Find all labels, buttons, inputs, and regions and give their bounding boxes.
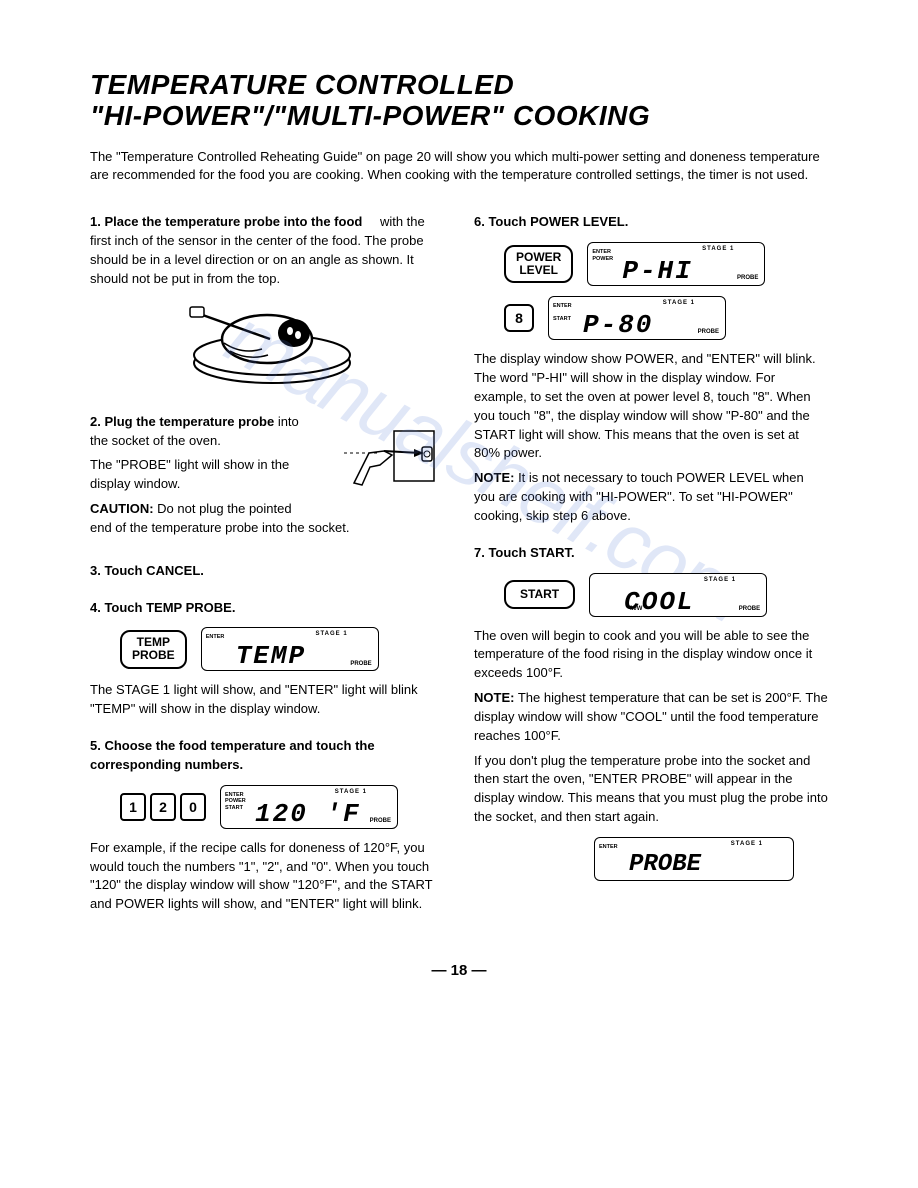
left-indicators: ENTER bbox=[206, 634, 225, 641]
step-4-body: The STAGE 1 light will show, and "ENTER"… bbox=[90, 681, 444, 719]
step-4: 4. Touch TEMP PROBE. TEMP PROBE STAGE 1 … bbox=[90, 599, 444, 720]
display-cool: STAGE 1 COOL M/W PROBE bbox=[589, 573, 767, 617]
probe-label: PROBE bbox=[737, 274, 758, 283]
step-5-head: 5. Choose the food temperature and touch… bbox=[90, 738, 375, 772]
left-indicators: ENTER bbox=[599, 844, 618, 851]
temp-probe-button: TEMP PROBE bbox=[120, 630, 187, 668]
roast-illustration bbox=[162, 295, 372, 395]
key-8: 8 bbox=[504, 304, 534, 332]
step-5-body: For example, if the recipe calls for don… bbox=[90, 839, 444, 914]
page-title: TEMPERATURE CONTROLLED "HI-POWER"/"MULTI… bbox=[90, 70, 828, 132]
note-label-7: NOTE: bbox=[474, 690, 514, 705]
step-6: 6. Touch POWER LEVEL. POWER LEVEL STAGE … bbox=[474, 213, 828, 525]
step-6-figure-a: POWER LEVEL STAGE 1 ENTER POWER P-HI PRO… bbox=[504, 242, 828, 286]
step-4-figure: TEMP PROBE STAGE 1 ENTER TEMP PROBE bbox=[120, 627, 444, 671]
key-0: 0 bbox=[180, 793, 206, 821]
step-6-body: The display window show POWER, and "ENTE… bbox=[474, 350, 828, 463]
temp-probe-l2: PROBE bbox=[132, 648, 175, 662]
mw-label: M/W bbox=[630, 605, 642, 614]
step-7-probe-display: STAGE 1 ENTER PROBE bbox=[594, 837, 828, 881]
step-1: 1. Place the temperature probe into the … bbox=[90, 213, 444, 394]
caution-label: CAUTION: bbox=[90, 501, 154, 516]
step-7-note: The highest temperature that can be set … bbox=[474, 690, 828, 743]
step-7-head: 7. Touch START. bbox=[474, 545, 575, 560]
display-120f: STAGE 1 ENTER POWER START 120 'F PROBE bbox=[220, 785, 398, 829]
left-indicators: ENTER START bbox=[553, 303, 572, 323]
probe-label: PROBE bbox=[370, 817, 391, 826]
step-1-head: 1. Place the temperature probe into the … bbox=[90, 214, 362, 229]
display-phi: STAGE 1 ENTER POWER P-HI PROBE bbox=[587, 242, 765, 286]
temp-probe-l1: TEMP bbox=[137, 635, 170, 649]
power-level-l2: LEVEL bbox=[519, 263, 558, 277]
step-7-body2: If you don't plug the temperature probe … bbox=[474, 752, 828, 827]
display-p80: STAGE 1 ENTER START P-80 PROBE bbox=[548, 296, 726, 340]
right-column: 6. Touch POWER LEVEL. POWER LEVEL STAGE … bbox=[474, 213, 828, 932]
step-5-figure: 1 2 0 STAGE 1 ENTER POWER START 120 'F P… bbox=[120, 785, 444, 829]
page-number: — 18 — bbox=[90, 962, 828, 979]
readout-probe: PROBE bbox=[629, 848, 787, 874]
note-label: NOTE: bbox=[474, 470, 514, 485]
key-1: 1 bbox=[120, 793, 146, 821]
display-probe: STAGE 1 ENTER PROBE bbox=[594, 837, 794, 881]
intro-paragraph: The "Temperature Controlled Reheating Gu… bbox=[90, 148, 828, 186]
left-indicators: ENTER POWER START bbox=[225, 792, 246, 812]
step-3: 3. Touch CANCEL. bbox=[90, 562, 444, 581]
left-indicators: ENTER POWER bbox=[592, 249, 613, 262]
step-4-head: 4. Touch TEMP PROBE. bbox=[90, 600, 235, 615]
title-line-1: TEMPERATURE CONTROLLED bbox=[90, 69, 514, 100]
step-7-body1: The oven will begin to cook and you will… bbox=[474, 627, 828, 684]
probe-label: PROBE bbox=[698, 328, 719, 337]
display-temp: STAGE 1 ENTER TEMP PROBE bbox=[201, 627, 379, 671]
plug-illustration bbox=[324, 413, 444, 503]
power-level-l1: POWER bbox=[516, 250, 561, 264]
step-2-head: 2. Plug the temperature probe bbox=[90, 414, 274, 429]
step-7-figure: START STAGE 1 COOL M/W PROBE bbox=[504, 573, 828, 617]
probe-label: PROBE bbox=[739, 605, 760, 614]
step-3-head: 3. Touch CANCEL. bbox=[90, 563, 204, 578]
left-column: 1. Place the temperature probe into the … bbox=[90, 213, 444, 932]
step-2: 2. Plug the temperature probe into the s… bbox=[90, 413, 444, 544]
step-6-note: It is not necessary to touch POWER LEVEL… bbox=[474, 470, 804, 523]
manual-page: manualshelf.com TEMPERATURE CONTROLLED "… bbox=[0, 0, 918, 1188]
title-line-2: "HI-POWER"/"MULTI-POWER" COOKING bbox=[90, 100, 650, 131]
start-button: START bbox=[504, 580, 575, 609]
step-7: 7. Touch START. START STAGE 1 COOL M/W P… bbox=[474, 544, 828, 881]
keypad-120: 1 2 0 bbox=[120, 793, 206, 821]
step-6-figure-b: 8 STAGE 1 ENTER START P-80 PROBE bbox=[504, 296, 828, 340]
probe-label: PROBE bbox=[350, 660, 371, 669]
step-5: 5. Choose the food temperature and touch… bbox=[90, 737, 444, 914]
content-columns: 1. Place the temperature probe into the … bbox=[90, 213, 828, 932]
power-level-button: POWER LEVEL bbox=[504, 245, 573, 283]
key-2: 2 bbox=[150, 793, 176, 821]
step-6-head: 6. Touch POWER LEVEL. bbox=[474, 214, 628, 229]
